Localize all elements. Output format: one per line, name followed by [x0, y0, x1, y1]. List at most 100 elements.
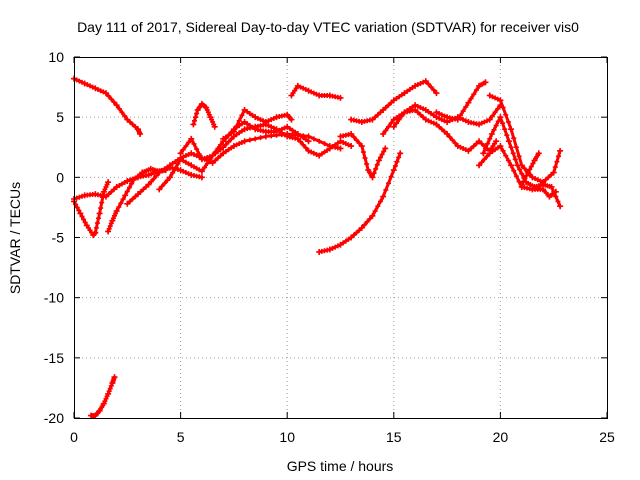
data-point	[525, 169, 532, 176]
series-arc-14	[348, 78, 440, 125]
data-point	[436, 115, 442, 121]
data-point	[298, 139, 304, 145]
data-point	[124, 188, 130, 194]
y-tick-label: 10	[48, 49, 64, 65]
series-arc-01	[71, 75, 144, 138]
data-point	[212, 157, 218, 163]
data-point	[223, 134, 229, 140]
data-point	[177, 150, 184, 157]
data-point	[298, 133, 304, 139]
data-point	[223, 142, 229, 148]
data-point	[452, 140, 458, 146]
data-point	[399, 113, 405, 119]
data-point	[183, 153, 189, 159]
data-point	[439, 112, 445, 118]
data-point	[486, 116, 493, 123]
series-arc-02	[88, 374, 118, 419]
data-point	[362, 155, 368, 161]
data-point	[358, 143, 365, 150]
data-point	[514, 162, 521, 169]
data-point	[479, 159, 485, 165]
data-point	[396, 154, 402, 160]
data-point	[170, 170, 176, 176]
data-point	[226, 147, 232, 153]
x-tick-label: 0	[70, 429, 78, 445]
series-arc-19	[480, 114, 564, 210]
data-point	[266, 118, 272, 124]
data-point	[230, 128, 237, 135]
data-point	[557, 203, 564, 210]
data-point	[407, 106, 413, 112]
data-point	[356, 140, 362, 146]
data-point	[396, 117, 402, 123]
plot-frame	[74, 57, 608, 419]
data-point	[87, 83, 93, 89]
data-point	[183, 159, 189, 165]
data-point	[116, 182, 122, 188]
data-point	[191, 151, 197, 157]
data-point	[170, 161, 176, 166]
data-point	[236, 130, 242, 136]
data-point	[510, 150, 516, 156]
data-point	[468, 96, 474, 102]
data-point	[545, 174, 551, 180]
data-point	[322, 141, 328, 147]
data-point	[457, 144, 463, 150]
data-point	[191, 141, 197, 147]
data-point	[415, 103, 421, 109]
y-tick-label: 0	[56, 169, 64, 185]
data-point	[308, 149, 314, 155]
data-point	[471, 91, 477, 97]
data-point	[300, 142, 306, 148]
data-point	[436, 124, 442, 130]
data-point	[557, 147, 564, 154]
data-point	[186, 139, 192, 145]
data-point	[98, 205, 104, 211]
data-point	[528, 164, 534, 169]
data-point	[119, 181, 125, 187]
data-point	[358, 224, 365, 231]
data-point	[288, 116, 295, 123]
data-point	[548, 183, 555, 190]
data-point	[393, 96, 399, 102]
data-point	[198, 168, 205, 175]
data-point	[489, 148, 495, 154]
data-point	[396, 94, 402, 100]
data-point	[518, 181, 525, 188]
data-point	[258, 135, 264, 141]
data-point	[550, 169, 557, 176]
data-point	[215, 155, 221, 161]
data-point	[76, 78, 82, 84]
data-point	[108, 96, 114, 102]
data-point	[552, 188, 559, 195]
data-point	[194, 146, 200, 152]
data-point	[116, 106, 122, 112]
data-point	[234, 123, 240, 129]
data-point	[471, 143, 477, 149]
data-point	[489, 94, 495, 100]
data-point	[369, 212, 376, 219]
data-point	[308, 89, 314, 95]
data-point	[503, 153, 509, 159]
data-point	[196, 151, 202, 157]
data-point	[493, 138, 500, 145]
data-point	[380, 131, 387, 138]
data-point	[204, 154, 210, 160]
data-point	[84, 82, 90, 88]
data-point	[463, 104, 469, 110]
x-tick-label: 20	[493, 429, 509, 445]
data-point	[255, 115, 261, 121]
data-point	[247, 111, 253, 117]
data-point	[524, 173, 530, 179]
data-point	[298, 84, 304, 90]
data-point	[102, 90, 109, 97]
data-point	[353, 137, 359, 143]
data-point	[417, 112, 423, 118]
data-point	[202, 155, 208, 161]
data-point	[202, 164, 208, 170]
data-point	[482, 79, 489, 86]
data-point	[481, 119, 487, 125]
data-point	[444, 131, 451, 138]
data-point	[492, 147, 498, 153]
